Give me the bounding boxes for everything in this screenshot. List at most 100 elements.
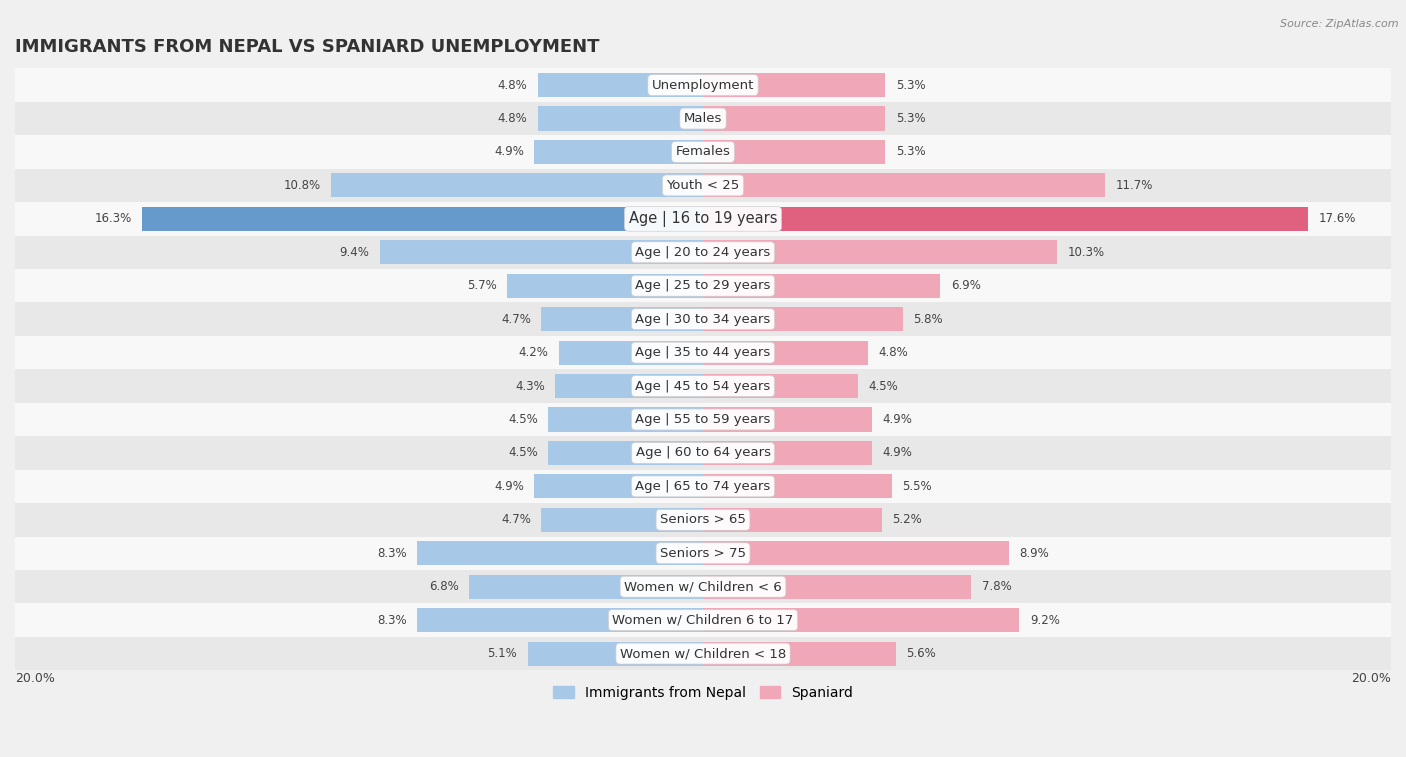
Bar [703, 140, 886, 164]
Text: 20.0%: 20.0% [15, 672, 55, 685]
Bar [527, 641, 703, 665]
Bar [380, 240, 703, 264]
Bar [15, 101, 1391, 136]
Bar [15, 403, 1391, 436]
Bar [703, 207, 1309, 231]
Bar [558, 341, 703, 365]
Bar [703, 608, 1019, 632]
Text: Women w/ Children < 6: Women w/ Children < 6 [624, 580, 782, 593]
Bar [470, 575, 703, 599]
Bar [15, 369, 1391, 403]
Text: 9.2%: 9.2% [1029, 614, 1060, 627]
Bar [703, 374, 858, 398]
Text: 5.3%: 5.3% [896, 112, 925, 125]
Text: 5.5%: 5.5% [903, 480, 932, 493]
Bar [534, 475, 703, 498]
Bar [508, 274, 703, 298]
Bar [703, 508, 882, 532]
Bar [418, 608, 703, 632]
Bar [15, 537, 1391, 570]
Text: Women w/ Children 6 to 17: Women w/ Children 6 to 17 [613, 614, 793, 627]
Bar [15, 269, 1391, 303]
Text: Age | 60 to 64 years: Age | 60 to 64 years [636, 447, 770, 459]
Bar [142, 207, 703, 231]
Text: 4.7%: 4.7% [501, 313, 531, 326]
Text: 8.3%: 8.3% [378, 614, 408, 627]
Text: 4.8%: 4.8% [498, 79, 527, 92]
Text: 5.7%: 5.7% [467, 279, 496, 292]
Bar [332, 173, 703, 198]
Text: 7.8%: 7.8% [981, 580, 1011, 593]
Legend: Immigrants from Nepal, Spaniard: Immigrants from Nepal, Spaniard [547, 681, 859, 706]
Text: Unemployment: Unemployment [652, 79, 754, 92]
Bar [703, 107, 886, 130]
Text: Seniors > 65: Seniors > 65 [659, 513, 747, 526]
Text: 4.9%: 4.9% [495, 145, 524, 158]
Bar [703, 475, 893, 498]
Text: 8.3%: 8.3% [378, 547, 408, 559]
Text: Age | 35 to 44 years: Age | 35 to 44 years [636, 346, 770, 359]
Text: 6.9%: 6.9% [950, 279, 980, 292]
Text: 5.3%: 5.3% [896, 79, 925, 92]
Text: Source: ZipAtlas.com: Source: ZipAtlas.com [1281, 19, 1399, 29]
Text: Youth < 25: Youth < 25 [666, 179, 740, 192]
Bar [15, 136, 1391, 169]
Text: Females: Females [675, 145, 731, 158]
Text: 20.0%: 20.0% [1351, 672, 1391, 685]
Text: 4.9%: 4.9% [882, 447, 911, 459]
Bar [703, 575, 972, 599]
Text: Age | 30 to 34 years: Age | 30 to 34 years [636, 313, 770, 326]
Text: 4.5%: 4.5% [508, 413, 538, 426]
Bar [541, 508, 703, 532]
Bar [15, 68, 1391, 101]
Bar [15, 303, 1391, 336]
Text: 4.5%: 4.5% [868, 379, 898, 393]
Bar [703, 407, 872, 431]
Bar [703, 441, 872, 465]
Text: 10.3%: 10.3% [1067, 246, 1105, 259]
Text: Males: Males [683, 112, 723, 125]
Text: 4.5%: 4.5% [508, 447, 538, 459]
Bar [534, 140, 703, 164]
Text: 10.8%: 10.8% [284, 179, 321, 192]
Bar [703, 274, 941, 298]
Text: 5.2%: 5.2% [893, 513, 922, 526]
Bar [555, 374, 703, 398]
Bar [15, 436, 1391, 469]
Text: 11.7%: 11.7% [1116, 179, 1153, 192]
Text: 5.1%: 5.1% [488, 647, 517, 660]
Bar [548, 407, 703, 431]
Bar [703, 173, 1105, 198]
Text: 17.6%: 17.6% [1319, 213, 1357, 226]
Text: 6.8%: 6.8% [429, 580, 458, 593]
Text: Age | 20 to 24 years: Age | 20 to 24 years [636, 246, 770, 259]
Text: 4.7%: 4.7% [501, 513, 531, 526]
Bar [703, 541, 1010, 565]
Bar [15, 503, 1391, 537]
Text: Women w/ Children < 18: Women w/ Children < 18 [620, 647, 786, 660]
Bar [538, 107, 703, 130]
Text: 4.9%: 4.9% [882, 413, 911, 426]
Bar [15, 469, 1391, 503]
Bar [703, 307, 903, 332]
Text: 5.8%: 5.8% [912, 313, 942, 326]
Bar [548, 441, 703, 465]
Text: 8.9%: 8.9% [1019, 547, 1049, 559]
Bar [15, 202, 1391, 235]
Text: Age | 16 to 19 years: Age | 16 to 19 years [628, 211, 778, 227]
Text: Age | 65 to 74 years: Age | 65 to 74 years [636, 480, 770, 493]
Bar [15, 336, 1391, 369]
Text: Age | 45 to 54 years: Age | 45 to 54 years [636, 379, 770, 393]
Text: 4.2%: 4.2% [519, 346, 548, 359]
Bar [538, 73, 703, 97]
Text: 5.3%: 5.3% [896, 145, 925, 158]
Text: Age | 25 to 29 years: Age | 25 to 29 years [636, 279, 770, 292]
Text: 16.3%: 16.3% [94, 213, 132, 226]
Text: 9.4%: 9.4% [339, 246, 370, 259]
Text: Age | 55 to 59 years: Age | 55 to 59 years [636, 413, 770, 426]
Text: 4.3%: 4.3% [515, 379, 544, 393]
Bar [15, 235, 1391, 269]
Bar [15, 637, 1391, 670]
Bar [15, 570, 1391, 603]
Bar [703, 73, 886, 97]
